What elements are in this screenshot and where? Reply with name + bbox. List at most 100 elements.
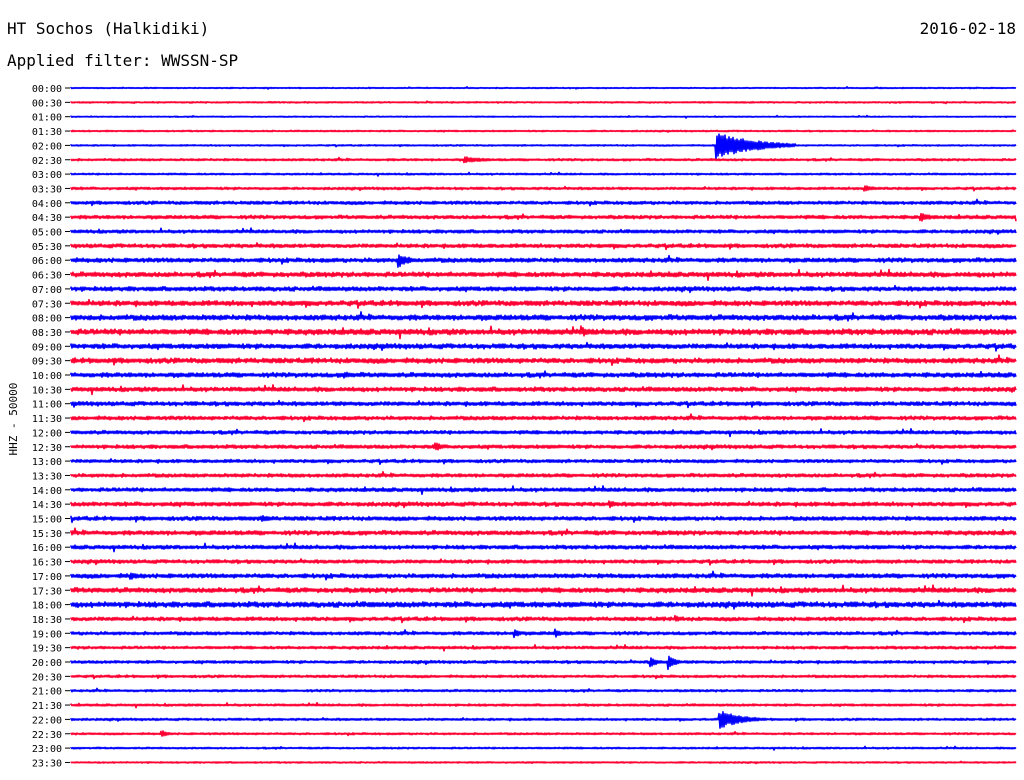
row-time-label: 22:30 bbox=[32, 730, 62, 741]
trace-row-0200 bbox=[70, 133, 1017, 160]
row-time-label: 16:00 bbox=[32, 543, 62, 554]
trace-row-1300 bbox=[70, 458, 1017, 465]
trace-row-0700 bbox=[70, 284, 1017, 294]
row-time-label: 18:30 bbox=[32, 615, 62, 626]
trace-row-1700 bbox=[70, 570, 1017, 581]
trace-row-1800 bbox=[70, 599, 1017, 610]
trace-row-2200 bbox=[70, 711, 1017, 729]
trace-row-1100 bbox=[70, 399, 1017, 409]
row-time-label: 00:30 bbox=[32, 98, 62, 109]
row-time-label: 09:00 bbox=[32, 342, 62, 353]
trace-row-0900 bbox=[70, 341, 1017, 352]
trace-row-1030 bbox=[70, 384, 1017, 396]
trace-row-0330 bbox=[70, 185, 1017, 192]
row-time-label: 16:30 bbox=[32, 558, 62, 569]
row-time-label: 23:30 bbox=[32, 758, 62, 769]
row-time-label: 13:30 bbox=[32, 471, 62, 482]
row-time-label: 04:30 bbox=[32, 213, 62, 224]
trace-row-1200 bbox=[70, 428, 1017, 438]
row-time-label: 07:00 bbox=[32, 285, 62, 296]
trace-row-0530 bbox=[70, 242, 1017, 251]
row-time-label: 13:00 bbox=[32, 457, 62, 468]
trace-row-2130 bbox=[70, 702, 1017, 709]
plot-date: 2016-02-18 bbox=[919, 19, 1016, 38]
row-time-label: 08:00 bbox=[32, 314, 62, 325]
row-time-label: 14:30 bbox=[32, 500, 62, 511]
row-time-label: 01:30 bbox=[32, 127, 62, 138]
trace-row-1600 bbox=[70, 542, 1017, 553]
trace-row-1730 bbox=[70, 584, 1017, 597]
row-time-label: 20:30 bbox=[32, 672, 62, 683]
row-time-label: 00:00 bbox=[32, 84, 62, 95]
trace-row-0130 bbox=[70, 129, 1017, 133]
trace-row-2300 bbox=[70, 745, 1017, 751]
trace-row-0500 bbox=[70, 227, 1017, 235]
trace-row-0100 bbox=[70, 114, 1017, 119]
row-time-label: 12:30 bbox=[32, 443, 62, 454]
row-time-label: 07:30 bbox=[32, 299, 62, 310]
trace-row-1500 bbox=[70, 515, 1017, 524]
row-time-label: 19:30 bbox=[32, 644, 62, 655]
row-time-label: 11:30 bbox=[32, 414, 62, 425]
trace-row-1330 bbox=[70, 471, 1017, 479]
trace-row-0000 bbox=[70, 86, 1017, 90]
row-time-label: 06:30 bbox=[32, 271, 62, 282]
trace-row-0830 bbox=[70, 325, 1017, 340]
trace-row-2100 bbox=[70, 687, 1017, 693]
row-time-label: 15:00 bbox=[32, 515, 62, 526]
trace-row-0600 bbox=[70, 254, 1017, 268]
trace-row-0930 bbox=[70, 354, 1017, 366]
trace-row-0430 bbox=[70, 212, 1017, 222]
trace-row-0800 bbox=[70, 311, 1017, 322]
row-time-label: 03:30 bbox=[32, 184, 62, 195]
row-time-label: 20:00 bbox=[32, 658, 62, 669]
row-time-label: 15:30 bbox=[32, 529, 62, 540]
trace-row-2030 bbox=[70, 674, 1017, 680]
trace-row-0630 bbox=[70, 268, 1017, 281]
trace-row-1230 bbox=[70, 442, 1017, 451]
trace-row-1430 bbox=[70, 500, 1017, 509]
trace-row-1400 bbox=[70, 485, 1017, 495]
trace-row-0230 bbox=[70, 156, 1017, 164]
row-time-label: 09:30 bbox=[32, 357, 62, 368]
row-time-label: 06:00 bbox=[32, 256, 62, 267]
trace-row-1000 bbox=[70, 370, 1017, 379]
trace-row-0400 bbox=[70, 198, 1017, 207]
row-time-label: 21:00 bbox=[32, 687, 62, 698]
trace-row-1900 bbox=[70, 628, 1017, 639]
row-time-label: 03:00 bbox=[32, 170, 62, 181]
row-time-label: 23:00 bbox=[32, 744, 62, 755]
trace-row-1630 bbox=[70, 558, 1017, 566]
trace-row-1530 bbox=[70, 527, 1017, 537]
trace-row-1130 bbox=[70, 413, 1017, 423]
row-time-label: 14:00 bbox=[32, 486, 62, 497]
row-time-label: 17:00 bbox=[32, 572, 62, 583]
row-time-label: 05:00 bbox=[32, 228, 62, 239]
row-time-label: 18:00 bbox=[32, 601, 62, 612]
filter-label: Applied filter: WWSSN-SP bbox=[7, 51, 239, 70]
row-time-label: 10:00 bbox=[32, 371, 62, 382]
trace-row-0300 bbox=[70, 171, 1017, 177]
trace-row-2330 bbox=[70, 760, 1017, 765]
row-time-label: 05:30 bbox=[32, 242, 62, 253]
row-time-label: 08:30 bbox=[32, 328, 62, 339]
trace-row-0730 bbox=[70, 298, 1017, 309]
row-time-label: 22:00 bbox=[32, 715, 62, 726]
row-time-label: 19:00 bbox=[32, 629, 62, 640]
row-time-label: 17:30 bbox=[32, 586, 62, 597]
station-title: HT Sochos (Halkidiki) bbox=[7, 19, 210, 38]
row-time-label: 04:00 bbox=[32, 199, 62, 210]
trace-row-1830 bbox=[70, 614, 1017, 624]
row-time-label: 10:30 bbox=[32, 385, 62, 396]
trace-row-1930 bbox=[70, 644, 1017, 652]
row-time-label: 12:00 bbox=[32, 428, 62, 439]
row-time-label: 21:30 bbox=[32, 701, 62, 712]
trace-row-0030 bbox=[70, 100, 1017, 105]
row-time-label: 02:30 bbox=[32, 156, 62, 167]
trace-row-2000 bbox=[70, 655, 1017, 671]
trace-row-2230 bbox=[70, 730, 1017, 737]
row-time-label: 01:00 bbox=[32, 113, 62, 124]
row-time-label: 11:00 bbox=[32, 400, 62, 411]
row-time-label: 02:00 bbox=[32, 141, 62, 152]
